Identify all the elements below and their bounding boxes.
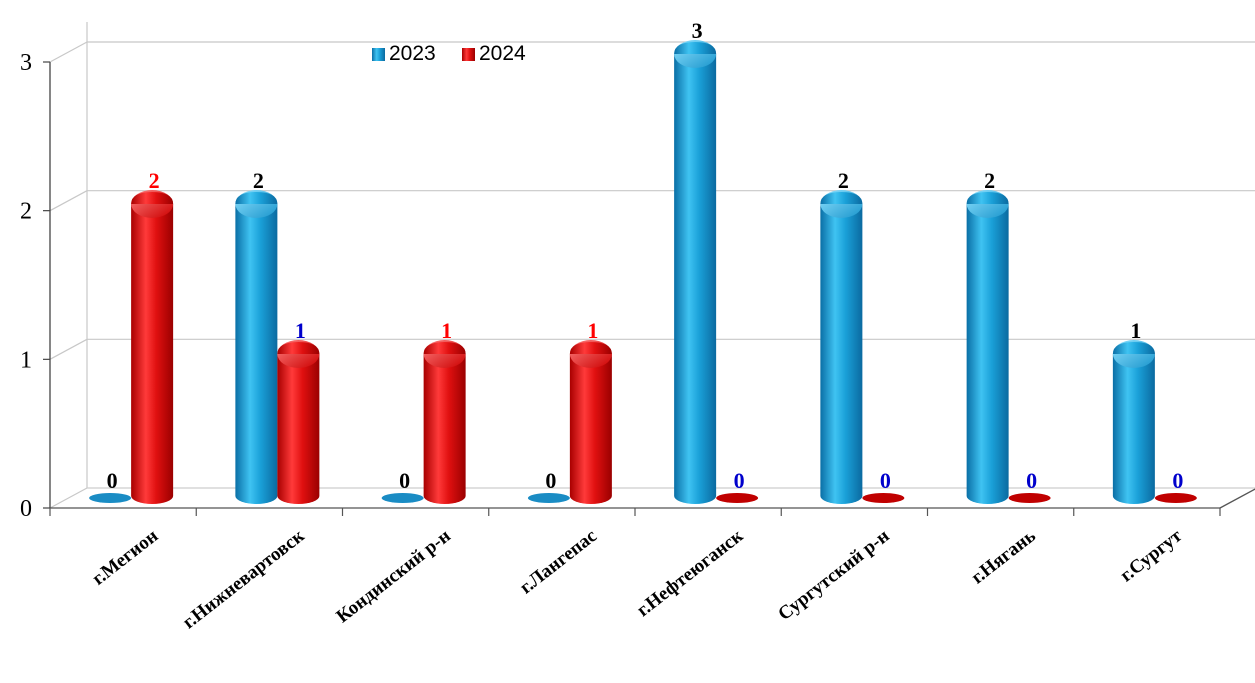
gridline-0	[49, 487, 1255, 509]
data-label-2023-4: 3	[692, 18, 703, 43]
x-tick-label: Кондинский р-н	[333, 525, 455, 627]
bar-2023-3	[527, 493, 570, 503]
bar-2024-6	[1008, 493, 1051, 503]
bar-2023-1	[235, 190, 278, 504]
legend-swatch	[372, 48, 385, 61]
bar-2023-0	[89, 493, 132, 503]
axes: 0 1 2 3 г.Мегион г.Нижневартовск Кондинский р-…	[20, 50, 1255, 633]
x-tick-label: Сургутский р-н	[774, 525, 893, 625]
legend-label: 2024	[479, 42, 526, 65]
bar-2024-5	[862, 493, 905, 503]
bar-2024-2	[423, 340, 466, 504]
legend-swatch	[462, 48, 475, 61]
bar-2023-6	[966, 190, 1009, 504]
y-tick-label: 2	[20, 199, 32, 225]
gridline-1	[49, 338, 1255, 360]
data-label-2023-0: 0	[107, 468, 118, 493]
bar-2023-4	[674, 40, 717, 504]
data-label-2024-2: 1	[441, 318, 452, 343]
x-tick-label: г.Мегион	[88, 525, 162, 589]
bar-2024-0	[131, 190, 174, 504]
bar-2023-2	[381, 493, 424, 503]
data-label-2023-6: 2	[984, 168, 995, 193]
data-label-2023-7: 1	[1130, 318, 1141, 343]
bar-2023-5	[820, 190, 863, 504]
x-tick-label: г.Нижневартовск	[179, 525, 309, 633]
bar-2024-1	[277, 340, 320, 504]
bar-2024-4	[716, 493, 759, 503]
data-label-2023-5: 2	[838, 168, 849, 193]
bar-2024-7	[1154, 493, 1197, 503]
data-label-2024-1: 1	[295, 318, 306, 343]
x-tick-label: г.Нягань	[967, 525, 1039, 588]
legend: 2023 2024	[372, 42, 526, 65]
data-label-2024-7: 0	[1172, 468, 1183, 493]
y-tick-label: 1	[20, 347, 32, 373]
data-label-2024-0: 2	[149, 168, 160, 193]
data-labels: 0 2 2 1 0 1 0 1 3 0 2 0 2 0 1 0	[107, 18, 1184, 493]
data-label-2024-5: 0	[880, 468, 891, 493]
gridline-2	[49, 190, 1255, 212]
data-label-2024-3: 1	[587, 318, 598, 343]
bars	[89, 40, 1197, 504]
legend-label: 2023	[389, 42, 436, 65]
data-label-2024-4: 0	[734, 468, 745, 493]
data-label-2023-2: 0	[399, 468, 410, 493]
data-label-2023-3: 0	[545, 468, 556, 493]
x-tick-label: г.Лангепас	[516, 525, 601, 598]
bar-2024-3	[569, 340, 612, 504]
y-tick-label: 3	[20, 50, 32, 76]
y-tick-label: 0	[20, 496, 32, 522]
bar-2023-7	[1112, 340, 1155, 504]
data-label-2023-1: 2	[253, 168, 264, 193]
x-tick-label: г.Сургут	[1116, 525, 1186, 586]
legend-item-2024: 2024	[462, 42, 526, 65]
x-tick-label: г.Нефтеюганск	[633, 525, 747, 621]
data-label-2024-6: 0	[1026, 468, 1037, 493]
gridline-3	[49, 41, 1255, 63]
grid	[49, 22, 1255, 509]
legend-item-2023: 2023	[372, 42, 436, 65]
